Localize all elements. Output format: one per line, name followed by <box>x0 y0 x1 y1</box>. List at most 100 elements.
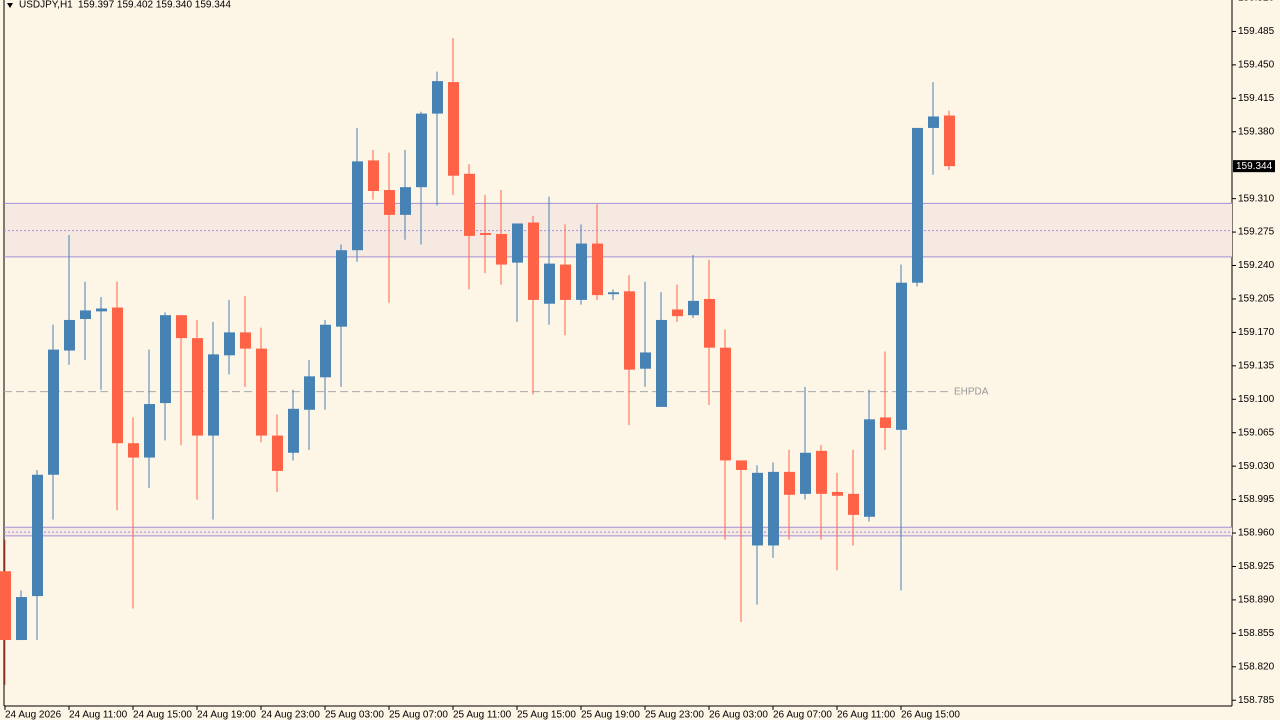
candle-body <box>656 319 667 407</box>
y-tick-label: 159.275 <box>1238 227 1275 238</box>
candle-body <box>592 243 603 296</box>
candle-body <box>704 298 715 348</box>
candle-body <box>0 571 11 641</box>
level-label: EHPDA <box>954 386 989 397</box>
zone <box>5 527 1232 536</box>
candle-body <box>400 187 411 215</box>
y-tick-label: 159.100 <box>1238 394 1275 405</box>
candle-body <box>752 472 763 546</box>
x-tick-label: 25 Aug 07:00 <box>389 710 448 720</box>
x-tick-label: 25 Aug 23:00 <box>645 710 704 720</box>
candle-body <box>304 376 315 410</box>
candle-body <box>672 309 683 317</box>
candle-body <box>112 307 123 444</box>
x-tick-label: 26 Aug 11:00 <box>837 710 896 720</box>
y-tick-label: 158.855 <box>1238 628 1275 639</box>
candle-body <box>512 223 523 263</box>
y-tick-label: 158.890 <box>1238 595 1275 606</box>
plot: EHPDA <box>0 38 1232 685</box>
candle-body <box>224 332 235 356</box>
candle-body <box>864 419 875 517</box>
candle-body <box>64 319 75 351</box>
candle-body <box>96 308 107 312</box>
y-tick-label: 158.995 <box>1238 494 1275 505</box>
candle-body <box>928 116 939 128</box>
x-tick-label: 26 Aug 15:00 <box>901 710 960 720</box>
y-tick-label: 158.960 <box>1238 528 1275 539</box>
candle-body <box>352 161 363 251</box>
current-price-label: 159.344 <box>1236 161 1273 172</box>
quote: 159.397 159.402 159.340 159.344 <box>78 0 231 11</box>
x-tick-label: 25 Aug 11:00 <box>453 710 512 720</box>
candle-body <box>480 233 491 235</box>
candle-body <box>384 190 395 215</box>
candle-body <box>240 332 251 349</box>
y-tick-label: 159.520 <box>1238 0 1275 4</box>
candle-body <box>784 471 795 495</box>
current-price-box <box>1233 160 1275 173</box>
y-tick-label: 159.205 <box>1238 294 1275 305</box>
candle-body <box>800 452 811 494</box>
y-tick-label: 159.485 <box>1238 26 1275 37</box>
candle-body <box>848 493 859 515</box>
y-tick-label: 159.030 <box>1238 461 1275 472</box>
x-tick-label: 24 Aug 15:00 <box>133 710 192 720</box>
x-tick-label: 24 Aug 19:00 <box>197 710 256 720</box>
candle-body <box>176 315 187 339</box>
y-tick-label: 158.785 <box>1238 695 1275 706</box>
candle-body <box>624 291 635 370</box>
symbol-title: USDJPY,H1 <box>19 0 73 11</box>
y-tick-label: 159.135 <box>1238 360 1275 371</box>
candle-body <box>368 160 379 191</box>
candle-body <box>48 349 59 475</box>
candle-body <box>528 222 539 300</box>
y-tick-label: 159.380 <box>1238 126 1275 137</box>
candle-body <box>544 263 555 304</box>
candle-body <box>192 338 203 436</box>
candle-body <box>896 282 907 430</box>
y-tick-label: 159.310 <box>1238 193 1275 204</box>
candle-body <box>496 233 507 265</box>
candle-body <box>144 404 155 458</box>
x-tick-label: 25 Aug 15:00 <box>517 710 576 720</box>
candle-body <box>320 324 331 378</box>
candle-body <box>80 310 91 320</box>
y-tick-label: 159.415 <box>1238 93 1275 104</box>
y-tick-label: 158.925 <box>1238 561 1275 572</box>
candle-body <box>576 243 587 300</box>
candle-body <box>208 354 219 436</box>
candle-body <box>640 352 651 369</box>
candle-body <box>816 450 827 494</box>
candle-body <box>608 292 619 295</box>
candle-body <box>560 264 571 300</box>
y-tick-label: 159.170 <box>1238 327 1275 338</box>
candle-body <box>832 491 843 496</box>
x-tick-label: 25 Aug 03:00 <box>325 710 384 720</box>
candle-body <box>288 408 299 453</box>
x-tick-label: 25 Aug 19:00 <box>581 710 640 720</box>
candle-body <box>736 460 747 470</box>
candle-body <box>880 417 891 428</box>
candle-body <box>16 597 27 641</box>
candle-body <box>912 127 923 283</box>
candle-body <box>160 315 171 404</box>
x-tick-label: 24 Aug 2026 <box>5 710 62 720</box>
candle-body <box>720 347 731 461</box>
candle-body <box>128 443 139 458</box>
candle-body <box>464 173 475 236</box>
candle-body <box>448 82 459 176</box>
y-tick-label: 159.240 <box>1238 260 1275 271</box>
x-tick-label: 26 Aug 03:00 <box>709 710 768 720</box>
candle-body <box>688 300 699 316</box>
candle-body <box>768 471 779 546</box>
menu-arrow <box>7 3 13 8</box>
candle-body <box>256 348 267 436</box>
y-tick-label: 158.820 <box>1238 661 1275 672</box>
x-tick-label: 26 Aug 07:00 <box>773 710 832 720</box>
candle-body <box>336 250 347 327</box>
y-tick-label: 159.450 <box>1238 60 1275 71</box>
candle-body <box>944 115 955 167</box>
candle-body <box>32 474 43 597</box>
